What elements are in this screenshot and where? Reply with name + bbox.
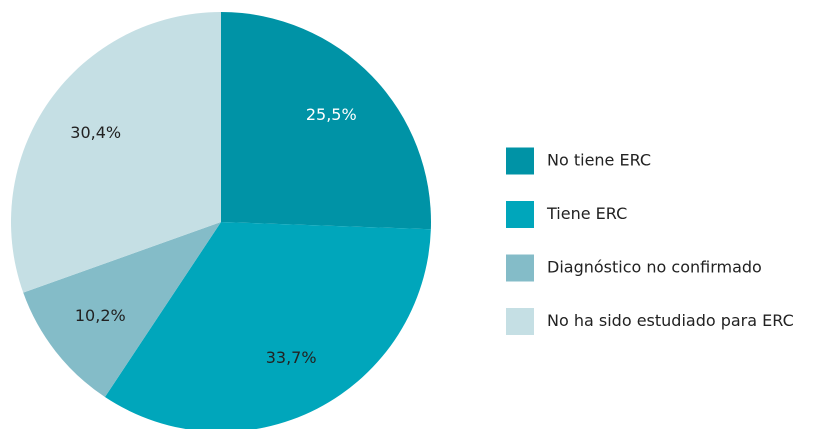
legend-swatch bbox=[506, 147, 534, 175]
pie-slice bbox=[221, 12, 431, 230]
pie-slice bbox=[11, 12, 222, 293]
legend-swatch bbox=[506, 308, 534, 335]
legend-label: Diagnóstico no confirmado bbox=[547, 258, 762, 277]
pie-slice bbox=[104, 222, 431, 429]
pie-slice bbox=[23, 222, 222, 398]
legend-swatch bbox=[506, 254, 534, 282]
legend-label: No tiene ERC bbox=[547, 151, 651, 170]
legend-label: Tiene ERC bbox=[546, 204, 627, 223]
slice-label: 25,5% bbox=[306, 105, 357, 124]
slice-label: 10,2% bbox=[75, 306, 126, 325]
legend-swatch bbox=[506, 201, 534, 228]
legend-label: No ha sido estudiado para ERC bbox=[547, 311, 794, 330]
slice-label: 33,7% bbox=[266, 348, 317, 367]
slice-label: 30,4% bbox=[70, 123, 121, 142]
